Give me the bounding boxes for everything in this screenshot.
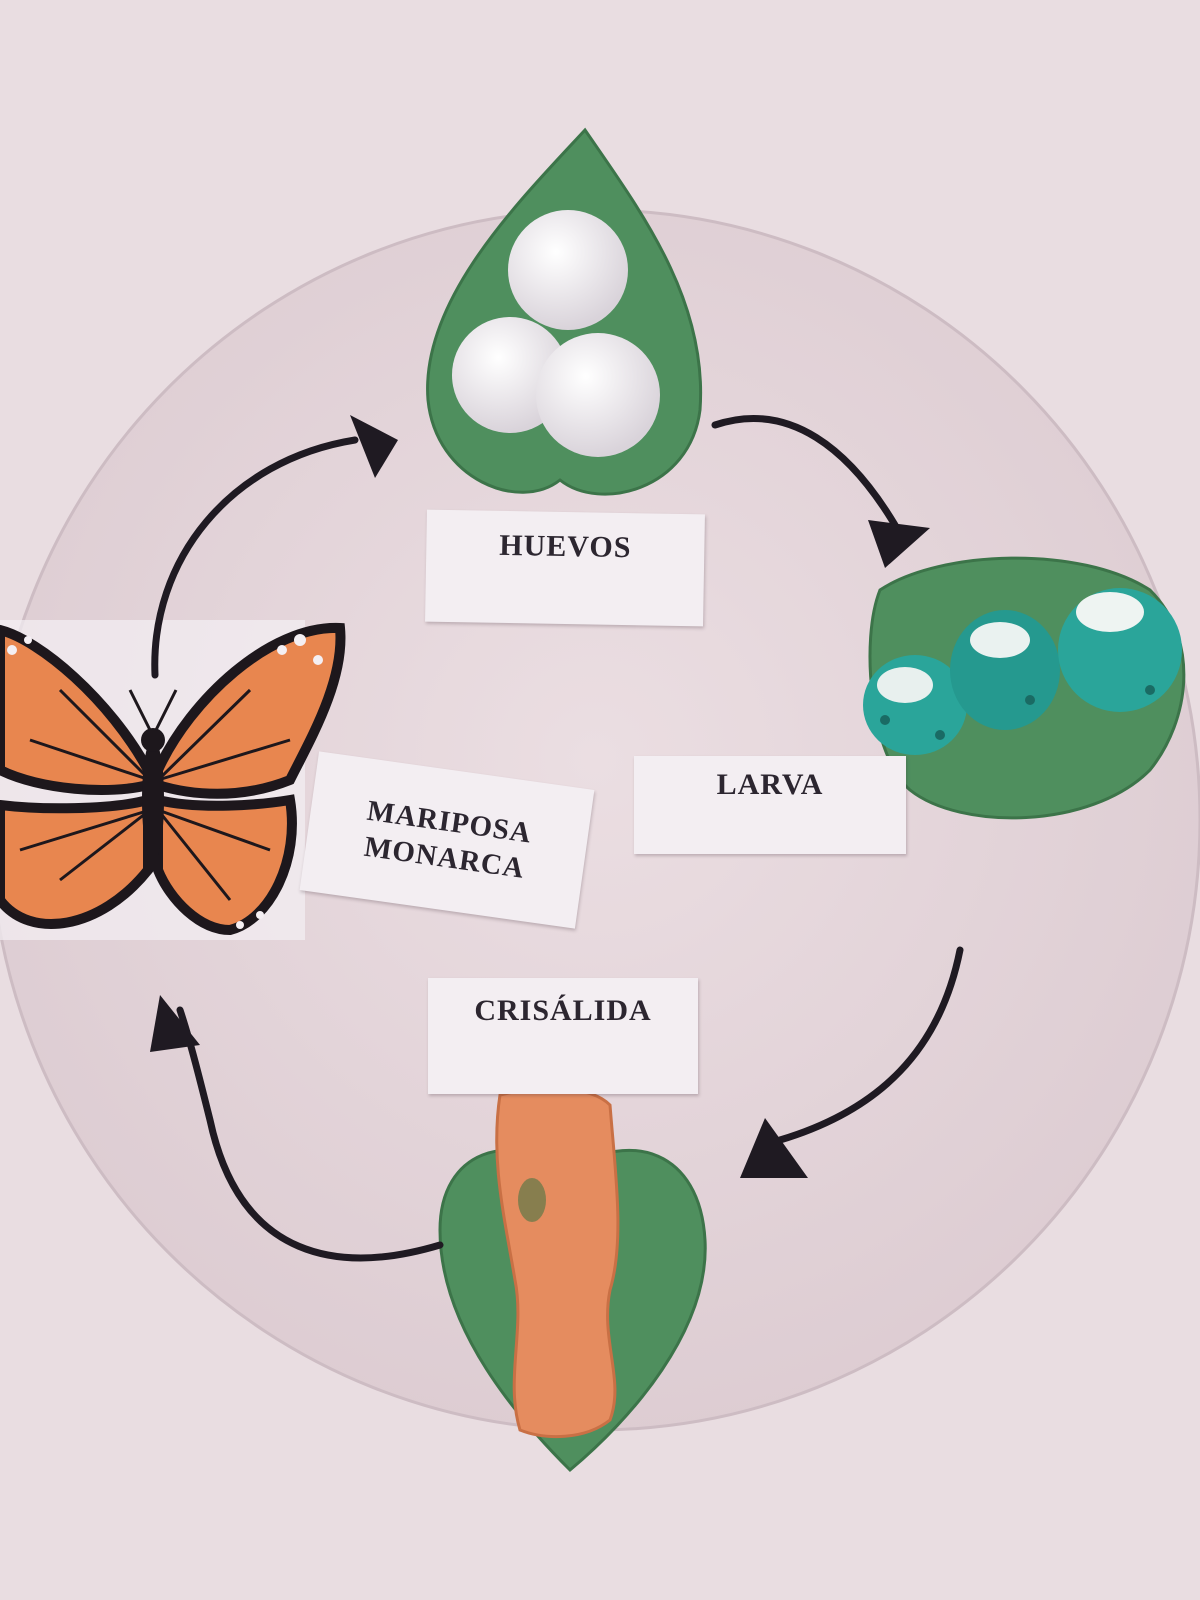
cycle-arrows [151,415,964,1262]
butterfly-antenna [154,689,178,731]
label-chrysalis-text: CRISÁLIDA [474,994,652,1027]
arrowhead-eggs [350,415,398,478]
monarch-butterfly [0,620,346,940]
wing-spots [7,634,323,929]
chrysalis-mark [518,1178,546,1222]
label-eggs-text: HUEVOS [499,528,632,565]
butterfly-antenna [128,689,152,731]
label-chrysalis: CRISÁLIDA [428,978,698,1094]
wing-veins [19,688,291,901]
arrow-heads [150,415,930,1178]
chrysalis-stage [438,1087,707,1473]
upper-right-wing [153,622,346,799]
chrysalis-shape [495,1087,620,1439]
arrow-larva-to-chrysalis [776,946,964,1144]
egg-cotton-ball [536,333,660,457]
label-eggs: HUEVOS [425,509,705,627]
egg-cotton-ball [508,210,628,330]
label-larva-text: LARVA [716,768,824,801]
arrow-butterfly-to-eggs [151,436,359,679]
label-larva: LARVA [634,756,906,854]
larva-caterpillar [863,588,1182,755]
arrowhead-chrysalis [740,1118,808,1178]
lower-left-wing [0,793,153,929]
butterfly-head [141,728,165,752]
arrowhead-larva [868,520,930,568]
upper-left-wing [0,624,153,795]
eggs-stage [426,127,703,496]
larva-stage [863,556,1186,820]
butterfly-body [142,738,164,862]
arrow-eggs-to-larva [711,415,899,529]
arrow-chrysalis-to-butterfly [176,1006,444,1262]
lower-right-wing [153,793,297,936]
arrowhead-butterfly [150,995,200,1052]
